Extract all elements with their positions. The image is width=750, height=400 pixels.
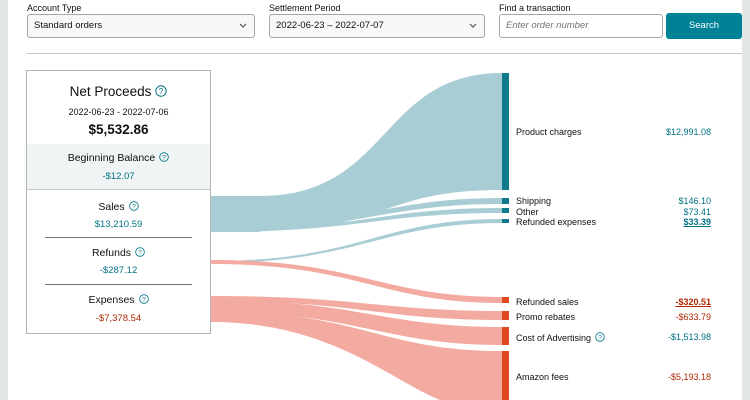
- summary-card: Net Proceeds? 2022-06-23 - 2022-07-06 $5…: [26, 70, 211, 334]
- help-circle-icon[interactable]: ?: [128, 201, 139, 211]
- beginning-balance-block: Beginning Balance? -$12.07: [27, 144, 210, 190]
- beginning-balance-heading: Beginning Balance?: [27, 152, 210, 164]
- promo-rebates-value: -$633.79: [675, 312, 711, 322]
- product-charges-value: $12,991.08: [665, 127, 711, 137]
- product-charges-bar: [502, 73, 509, 190]
- account-type-label: Account Type: [27, 3, 82, 13]
- chevron-down-icon: [469, 23, 477, 28]
- help-circle-icon[interactable]: ?: [159, 152, 170, 162]
- cost-of-advertising-heading: Cost of Advertising?: [516, 332, 605, 343]
- cost-of-advertising-value: -$1,513.98: [667, 332, 711, 342]
- order-number-placeholder: Enter order number: [506, 20, 589, 31]
- amazon-fees-value: -$5,193.18: [667, 372, 711, 382]
- refunded-sales-flow: [211, 260, 502, 303]
- sales-label: Sales: [98, 201, 125, 213]
- order-number-input[interactable]: Enter order number: [499, 14, 663, 38]
- sales-value: $13,210.59: [94, 219, 143, 230]
- sales-heading: Sales?: [27, 201, 210, 213]
- shipping-flow: [211, 198, 502, 231]
- sales-flow-band: [211, 196, 260, 232]
- shipping-label: Shipping: [516, 196, 552, 206]
- other-value: $73.41: [683, 207, 711, 217]
- net-proceeds-dates: 2022-06-23 - 2022-07-06: [68, 107, 169, 117]
- settlement-period-label: Settlement Period: [269, 3, 341, 13]
- beginning-balance-value: -$12.07: [102, 171, 135, 182]
- net-proceeds-title: Net Proceeds: [69, 84, 152, 99]
- refunded-sales-bar: [502, 297, 509, 303]
- net-proceeds-heading: Net Proceeds?: [27, 84, 210, 99]
- refunds-divider: [45, 284, 192, 285]
- amazon-fees-label: Amazon fees: [516, 372, 569, 382]
- net-proceeds-block: Net Proceeds? 2022-06-23 - 2022-07-06 $5…: [27, 71, 210, 144]
- promo-rebates-label: Promo rebates: [516, 312, 576, 322]
- chevron-down-icon: [239, 23, 247, 28]
- refunds-heading: Refunds?: [27, 247, 210, 259]
- settlement-period-select[interactable]: 2022-06-23 – 2022-07-07: [269, 14, 485, 38]
- expenses-label: Expenses: [88, 294, 135, 306]
- right-frame: [742, 0, 750, 400]
- svg-text:?: ?: [132, 203, 136, 210]
- product-charges-flow: [260, 73, 502, 230]
- help-circle-icon[interactable]: ?: [138, 294, 149, 304]
- refunds-value: -$287.12: [99, 265, 138, 276]
- svg-text:?: ?: [162, 154, 166, 161]
- help-circle-icon[interactable]: ?: [135, 247, 145, 257]
- advertising-bar: [502, 327, 509, 345]
- shipping-bar: [502, 198, 509, 204]
- refunded-sales-link[interactable]: -$320.51: [675, 297, 711, 307]
- refunded-expenses-flow: [211, 219, 502, 263]
- account-type-select[interactable]: Standard orders: [27, 14, 255, 38]
- svg-text:?: ?: [142, 296, 146, 303]
- net-proceeds-value: $5,532.86: [88, 122, 149, 137]
- other-label: Other: [516, 207, 539, 217]
- svg-text:?: ?: [159, 87, 164, 96]
- refunded-expenses-link[interactable]: $33.39: [683, 217, 711, 227]
- shipping-value: $146.10: [678, 196, 711, 206]
- amazon-fees-flow: [211, 311, 502, 400]
- refunded-expenses-label: Refunded expenses: [516, 217, 597, 227]
- product-charges-label: Product charges: [516, 127, 582, 137]
- help-circle-icon[interactable]: ?: [595, 332, 605, 342]
- svg-text:?: ?: [138, 249, 142, 256]
- amazon-fees-bar: [502, 351, 509, 400]
- find-transaction-label: Find a transaction: [499, 3, 571, 13]
- expenses-heading: Expenses?: [27, 294, 210, 306]
- promo-rebates-flow: [211, 296, 502, 320]
- other-flow: [211, 208, 502, 232]
- refunds-label: Refunds: [91, 247, 132, 259]
- beginning-balance-label: Beginning Balance: [67, 152, 156, 164]
- other-bar: [502, 208, 509, 213]
- header-divider: [27, 53, 742, 54]
- cost-of-advertising-label: Cost of Advertising: [516, 333, 592, 343]
- promo-rebates-bar: [502, 311, 509, 320]
- refunded-sales-label: Refunded sales: [516, 297, 579, 307]
- svg-text:?: ?: [598, 334, 602, 341]
- advertising-flow: [211, 300, 502, 345]
- help-circle-icon[interactable]: ?: [155, 85, 168, 97]
- expenses-value: -$7,378.54: [95, 313, 142, 324]
- sales-divider: [45, 237, 192, 238]
- search-button[interactable]: Search: [666, 13, 742, 39]
- account-type-value: Standard orders: [34, 20, 103, 31]
- refunded-expenses-bar: [502, 219, 509, 223]
- left-frame: [0, 0, 8, 400]
- settlement-period-value: 2022-06-23 – 2022-07-07: [276, 20, 384, 31]
